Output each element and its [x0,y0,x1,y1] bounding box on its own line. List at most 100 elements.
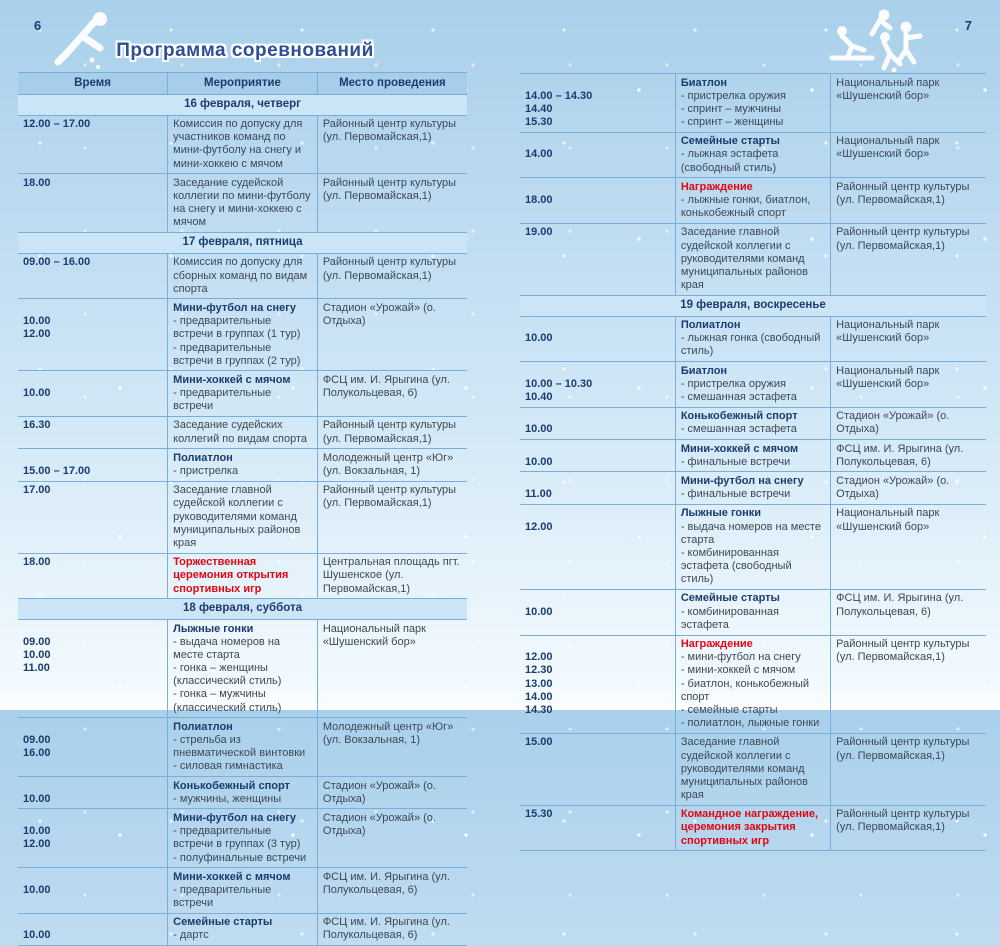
event-title: Мини-футбол на снегу [173,301,296,314]
event-row: 10.00 Мини-хоккей с мячом - финальные встр… [520,439,986,472]
right-page-number: 7 [964,18,972,33]
event-row: 10.00 12.00 Мини-футбол на снегу - предвари… [18,298,467,371]
time-line: 16.00 [23,747,51,760]
event-item: - силовая гимнастика [173,760,283,773]
time-line [525,135,670,148]
time-line: 09.00 [23,635,51,648]
time-line [525,592,670,605]
time-cell: 18.00 [18,173,168,233]
event-title: Полиатлон [173,720,233,733]
column-header: Время [18,72,168,95]
time-cell: 19.00 [520,222,676,296]
section-row: 19 февраля, воскресенье [520,294,986,317]
location-cell: Национальный парк «Шушенский бор» [316,618,467,718]
event-item: - спринт – мужчины [680,102,782,115]
location-cell: Районный центр культуры (ул. Первомайска… [830,177,986,224]
time-line [525,410,670,423]
event-row: 12.00 12.30 13.00 14.00 14.30 Награждение - ми… [520,634,986,734]
event-item: - мини-хоккей с мячом [680,664,796,677]
section-date-label: 16 февраля, четверг [18,93,467,116]
event-item: - спринт – женщины [680,116,784,129]
location-cell: Районный центр культуры (ул. Первомайска… [316,252,467,299]
time-line: 11.00 [525,488,552,501]
location-cell: Районный центр культуры (ул. Первомайска… [830,804,986,851]
time-line: 15.00 [525,736,553,749]
event-title: Мини-хоккей с мячом [680,442,799,455]
event-item: - комбинированная эстафета [680,605,780,631]
event-title: Семейные старты [680,592,780,605]
time-line: 10.00 [23,648,51,661]
time-cell: 15.00 [520,732,676,806]
location-cell: ФСЦ им. И. Ярыгина (ул. Полукольцевая, 6… [316,370,467,417]
event-item: - мужчины, женщины [173,792,282,805]
location-cell: Стадион «Урожай» (о. Отдыха) [316,808,467,868]
time-cell: 10.00 [18,867,168,914]
event-cell: Мини-хоккей с мячом - предварительные вст… [167,867,318,914]
event-row: 18.00 Торжественная церемония открытия сп… [18,552,467,599]
location-cell: Районный центр культуры (ул. Первомайска… [316,415,467,449]
location-cell: Районный центр культуры (ул. Первомайска… [316,114,467,174]
time-cell: 16.30 [18,415,168,449]
event-cell: Лыжные гонки - выдача номеров на месте ст… [167,618,318,718]
time-line: 10.40 [525,391,553,404]
event-row: 18.00 Заседание судейской коллегии по мин… [18,173,467,233]
time-line [525,638,670,651]
event-row: 15.00 Заседание главной судейской коллеги… [520,732,986,806]
event-title: Конькобежный спорт [680,410,798,423]
event-item: - семейные старты [680,703,778,716]
event-cell: Мини-футбол на снегу - финальные встречи [674,471,831,505]
event-cell: Мини-футбол на снегу - предварительные вс… [167,298,318,371]
event-item: - выдача номеров на месте старта [680,520,821,546]
time-line: 14.00 [525,148,553,161]
event-cell: Заседание главной судейской коллегии с р… [674,222,831,296]
section-date-label: 19 февраля, воскресенье [520,294,986,317]
event-title: Семейные старты [680,135,780,148]
time-line [525,365,670,378]
location-cell: ФСЦ им. И. Ярыгина (ул. Полукольцевая, 6… [316,867,467,914]
event-item: - полуфинальные встречи [173,851,307,864]
time-line [525,77,670,90]
event-item: - смешанная эстафета [680,423,797,436]
event-item: - предварительные встречи [173,387,272,413]
event-cell: Мини-хоккей с мячом - финальные встречи [674,439,831,472]
event-item: - дартс [173,929,209,942]
event-title: Биатлон [680,76,728,89]
event-title-highlight: Командное награждение, церемония закрыти… [680,808,819,847]
event-item: - предварительные встречи в группах (3 т… [173,825,301,851]
event-item: - выдача номеров на месте старта [173,635,281,661]
event-cell: Награждение - лыжные гонки, биатлон, конь… [674,177,831,224]
time-cell: 10.00 [520,588,676,636]
location-cell: Районный центр культуры (ул. Первомайска… [316,173,467,233]
event-item: - пристрелка оружия [680,89,787,102]
event-row: 10.00 Семейные старты - комбинированная эс… [520,588,986,636]
location-cell: Районный центр культуры (ул. Первомайска… [830,634,986,734]
event-item: - предварительные встречи в группах (1 т… [173,315,301,341]
event-item: - финальные встречи [680,488,791,501]
section-row: 18 февраля, суббота [18,598,467,620]
time-line: 10.00 [525,332,553,345]
hockey-player-icon [54,12,107,69]
time-line [525,181,670,194]
page-title: Программа соревнований [116,40,374,61]
location-cell: ФСЦ им. И. Ярыгина (ул. Полукольцевая, 6… [830,439,986,472]
time-line: 12.00 [23,328,51,341]
time-cell: 10.00 [18,912,168,946]
event-title: Лыжные гонки [680,507,762,520]
location-cell: ФСЦ им. И. Ярыгина (ул. Полукольцевая, 6… [830,588,986,636]
time-line: 09.00 – 16.00 [23,256,91,269]
time-cell: 14.00 [520,131,676,178]
location-cell: Стадион «Урожай» (о. Отдыха) [316,776,467,809]
time-cell: 15.00 – 17.00 [18,448,168,482]
event-cell: Биатлон - пристрелка оружия - смешанная эс… [674,361,831,408]
event-cell: Полиатлон - пристрелка [167,448,318,482]
time-line: 14.00 [525,690,553,703]
event-row: 10.00 Конькобежный спорт - смешанная эстаф… [520,406,986,440]
event-cell: Заседание главной судейской коллегии с р… [674,732,831,806]
event-row: 10.00 12.00 Мини-футбол на снегу - предвари… [18,808,467,868]
event-row: 17.00 Заседание главной судейской коллеги… [18,480,467,554]
event-item: - предварительные встречи в группах (2 т… [173,341,301,367]
time-line: 12.00 [525,520,553,533]
section-date-label: 17 февраля, пятница [18,232,467,254]
section-row: 17 февраля, пятница [18,232,467,254]
event-item: - биатлон, конькобежный спорт [680,677,810,703]
